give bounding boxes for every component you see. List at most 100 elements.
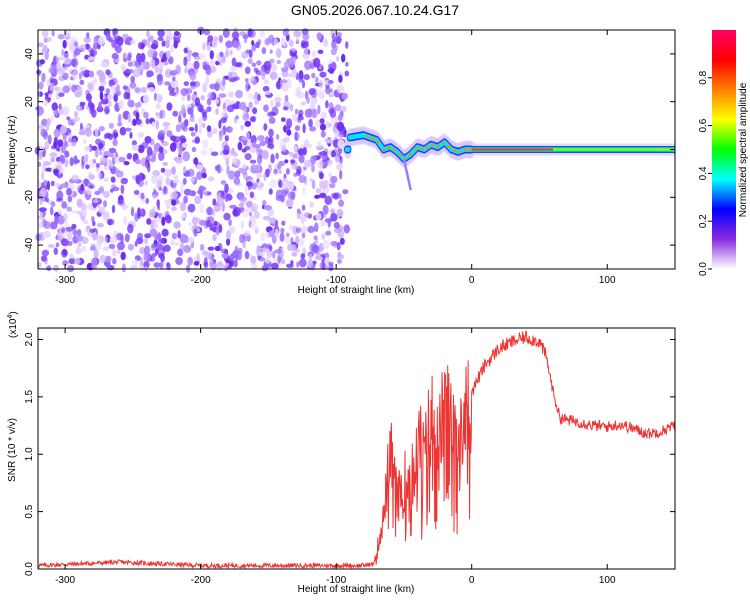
noise-blob — [269, 217, 277, 226]
noise-blob — [144, 236, 148, 245]
noise-blob — [58, 92, 65, 98]
noise-blob — [164, 199, 171, 204]
noise-blob — [83, 37, 92, 43]
noise-blob — [131, 144, 139, 151]
trace-core — [408, 152, 413, 156]
noise-blob — [144, 233, 152, 239]
snr-multiplier-base: (x10 — [8, 318, 19, 338]
noise-blob — [75, 234, 84, 242]
noise-blob — [228, 219, 232, 227]
colorbar-tick-label: 0.8 — [698, 70, 709, 84]
noise-blob — [112, 258, 117, 265]
noise-blob — [308, 253, 313, 261]
noise-blob — [89, 70, 95, 78]
noise-blob — [263, 90, 271, 95]
noise-blob — [55, 242, 60, 248]
noise-blob — [171, 69, 179, 74]
noise-blob — [193, 60, 200, 70]
noise-blob — [183, 81, 189, 87]
noise-blob — [37, 106, 44, 116]
snr-x-ticks: -300 -200 -100 0 100 — [55, 328, 616, 586]
noise-blob — [205, 67, 212, 75]
noise-blob — [291, 251, 298, 257]
noise-blob — [290, 182, 295, 191]
noise-blob — [179, 135, 186, 141]
noise-blob — [171, 76, 176, 82]
noise-blob — [162, 149, 168, 155]
noise-blob — [90, 264, 98, 269]
noise-blob — [64, 158, 69, 168]
noise-blob — [261, 149, 269, 160]
noise-blob — [174, 31, 180, 36]
trace-core — [430, 143, 435, 147]
trace-core — [381, 148, 386, 151]
noise-blob — [40, 255, 47, 262]
noise-blob — [294, 145, 298, 152]
noise-blob — [114, 151, 118, 158]
noise-blob — [112, 248, 117, 257]
noise-blob — [142, 94, 150, 104]
noise-blob — [218, 119, 222, 129]
noise-blob — [106, 264, 115, 271]
noise-blob — [281, 117, 286, 122]
noise-blob — [198, 125, 203, 135]
noise-blob — [73, 155, 78, 165]
noise-blob — [202, 139, 209, 149]
noise-blob — [116, 36, 124, 47]
noise-blob — [319, 118, 325, 124]
noise-blob — [251, 40, 255, 46]
noise-blob — [196, 252, 201, 261]
noise-blob — [268, 128, 274, 137]
noise-blob — [261, 264, 269, 272]
noise-blob — [137, 213, 141, 219]
noise-blob — [108, 147, 117, 154]
noise-blob — [109, 236, 118, 244]
noise-blob — [112, 28, 119, 35]
noise-blob — [215, 108, 219, 116]
noise-blob — [189, 71, 197, 81]
noise-blob — [279, 79, 283, 84]
noise-blob — [275, 152, 279, 160]
noise-blob — [98, 85, 105, 92]
noise-blob — [62, 249, 68, 256]
noise-blob — [144, 245, 151, 255]
noise-blob — [152, 193, 157, 200]
noise-blob — [182, 107, 187, 115]
noise-blob — [183, 244, 192, 253]
noise-blob — [94, 148, 99, 158]
noise-blob — [60, 183, 69, 189]
noise-blob — [288, 151, 294, 156]
noise-blob — [159, 261, 164, 269]
noise-blob — [193, 228, 198, 237]
noise-blob — [215, 227, 220, 236]
noise-blob — [123, 161, 130, 166]
noise-blob — [325, 121, 330, 129]
noise-blob — [275, 189, 284, 199]
noise-blob — [151, 243, 158, 249]
noise-blob — [226, 238, 231, 246]
noise-blob — [86, 187, 92, 195]
noise-blob — [140, 257, 144, 267]
spectrogram-y-ticks: -40 -20 0 20 40 — [24, 48, 675, 252]
noise-blob — [182, 177, 187, 185]
noise-blob — [182, 151, 190, 162]
noise-blob — [268, 230, 275, 238]
noise-blob — [225, 40, 233, 48]
noise-blob — [73, 111, 79, 118]
noise-blob — [64, 29, 71, 38]
noise-blob — [270, 262, 279, 270]
noise-blob — [144, 180, 148, 186]
noise-blob — [336, 242, 341, 251]
noise-blob — [105, 69, 111, 76]
noise-blob — [289, 224, 294, 231]
noise-blob — [106, 33, 111, 41]
noise-blob — [190, 81, 196, 87]
noise-blob — [249, 116, 256, 122]
noise-blob — [300, 253, 306, 260]
noise-blob — [264, 37, 271, 46]
noise-blob — [36, 142, 42, 147]
noise-blob — [330, 175, 338, 184]
noise-blob — [264, 65, 271, 75]
noise-blob — [244, 120, 252, 127]
noise-blob — [266, 250, 273, 258]
